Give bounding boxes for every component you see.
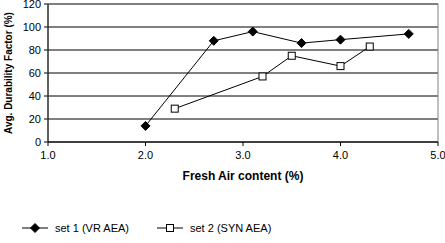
legend-marker xyxy=(31,224,40,233)
y-tick xyxy=(44,73,48,74)
y-tick-label: 20 xyxy=(29,113,41,125)
data-point xyxy=(404,29,413,38)
y-tick-label: 40 xyxy=(29,90,41,102)
chart: 0 20 40 60 80 100 120 1.0 2.0 3.0 4.0 5.0 Fresh Air … xyxy=(0,0,445,243)
y-tick-label: 60 xyxy=(29,67,41,79)
y-tick-label: 120 xyxy=(23,0,41,10)
x-tick-label: 4.0 xyxy=(333,149,348,161)
y-axis-label: Avg. Durability Factor (%) xyxy=(3,12,14,134)
y-tick xyxy=(44,119,48,120)
grid xyxy=(48,4,438,142)
x-tick xyxy=(243,142,244,146)
data-point xyxy=(209,36,218,45)
series-line xyxy=(146,32,409,126)
x-tick xyxy=(438,142,439,146)
x-tick-label: 1.0 xyxy=(40,149,55,161)
grid-line xyxy=(48,50,438,51)
page: {"chart_data": { "type": "line", "x_labe… xyxy=(0,0,445,243)
y-tick xyxy=(44,4,48,5)
data-point xyxy=(336,35,345,44)
x-tick-label: 5.0 xyxy=(430,149,445,161)
legend-marker xyxy=(166,225,173,232)
legend-label: set 2 (SYN AEA) xyxy=(190,222,271,234)
x-tick xyxy=(145,142,146,146)
x-tick-label: 2.0 xyxy=(138,149,153,161)
y-tick xyxy=(44,27,48,28)
data-point xyxy=(366,43,373,50)
y-tick xyxy=(44,142,48,143)
y-tick-label: 100 xyxy=(23,21,41,33)
y-axis xyxy=(48,4,49,142)
x-tick-label: 3.0 xyxy=(235,149,250,161)
grid-line xyxy=(48,119,438,120)
data-point xyxy=(248,27,257,36)
y-tick xyxy=(44,96,48,97)
grid-line xyxy=(48,73,438,74)
x-axis-label: Fresh Air content (%) xyxy=(183,169,304,183)
legend: set 1 (VR AEA) set 2 (SYN AEA) xyxy=(22,222,271,234)
data-point xyxy=(141,121,150,130)
series-group xyxy=(141,27,413,130)
data-point xyxy=(288,52,295,59)
grid-line xyxy=(48,96,438,97)
data-point xyxy=(171,105,178,112)
series-line xyxy=(175,47,370,109)
data-point xyxy=(297,39,306,48)
y-tick xyxy=(44,50,48,51)
grid-line xyxy=(48,27,438,28)
x-tick xyxy=(48,142,49,146)
plot-frame xyxy=(48,4,438,142)
y-tick-label: 0 xyxy=(35,136,41,148)
data-point xyxy=(337,63,344,70)
legend-label: set 1 (VR AEA) xyxy=(55,222,129,234)
data-point xyxy=(259,73,266,80)
y-tick-label: 80 xyxy=(29,44,41,56)
x-tick xyxy=(340,142,341,146)
